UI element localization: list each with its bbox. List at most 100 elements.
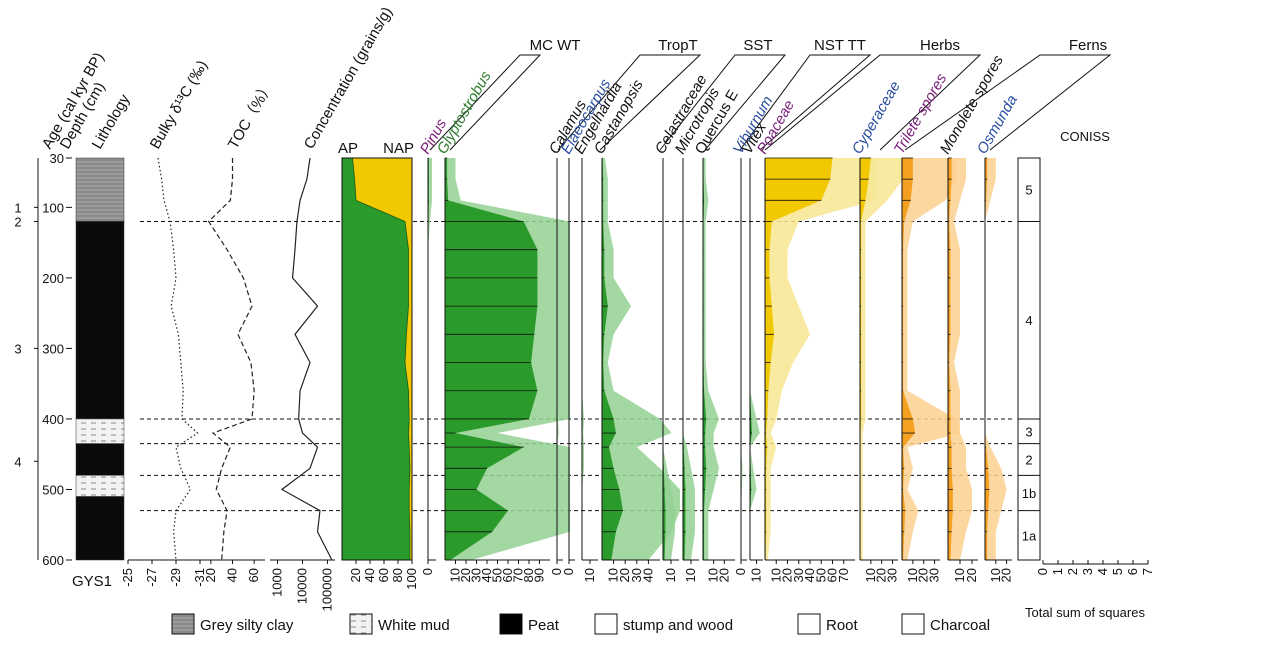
curve-title: Bulky δ¹³C (‰): [147, 58, 211, 152]
ap-label: AP: [338, 140, 358, 157]
depth-tick-label: 400: [42, 412, 64, 427]
ap-frame: [341, 157, 413, 561]
x-tick-label: 0: [1035, 568, 1050, 575]
x-tick-label: 40: [362, 568, 377, 582]
x-tick-label: 3: [1080, 568, 1095, 575]
lithology-layer: [75, 443, 125, 476]
group-label: SST: [743, 37, 772, 54]
x-tick-label: 7: [1140, 568, 1155, 575]
exaggeration-area: [948, 158, 972, 560]
depth-tick-label: 300: [42, 341, 64, 356]
x-tick-label: 20: [964, 568, 979, 582]
x-tick-label: 10: [582, 568, 597, 582]
zone-label: 4: [1025, 313, 1032, 328]
x-tick-label: 60: [246, 568, 261, 582]
depth-tick-label: 200: [42, 271, 64, 286]
x-tick-label: 30: [791, 568, 806, 582]
pollen-area: [602, 158, 623, 560]
x-tick-label: 20: [716, 568, 731, 582]
zone-label: 3: [1025, 424, 1032, 439]
group-label: NST TT: [814, 37, 866, 54]
x-tick-label: 10: [988, 568, 1003, 582]
x-tick-label: 20: [617, 568, 632, 582]
curve-title: TOC（%）: [225, 79, 277, 152]
curve: [157, 157, 199, 561]
legend-label: Grey silty clay: [200, 617, 294, 634]
x-tick-label: 10: [749, 568, 764, 582]
x-tick-label: 20: [999, 568, 1014, 582]
x-tick-label: 80: [390, 568, 405, 582]
lithology-layer: [75, 496, 125, 561]
pollen-area: [445, 158, 538, 560]
group-label: MC WT: [530, 37, 581, 54]
x-tick-label: 30: [885, 568, 900, 582]
coniss-title: CONISS: [1060, 129, 1110, 144]
legend-label: Peat: [528, 617, 560, 634]
x-tick-label: 80: [521, 568, 536, 582]
pollen-area: [765, 158, 833, 560]
x-tick-label: 30: [927, 568, 942, 582]
x-tick-label: 10: [606, 568, 621, 582]
legend-swatch: [171, 613, 195, 635]
zone-label: 2: [1025, 453, 1032, 468]
nap-label: NAP: [383, 140, 414, 157]
pollen-area: [902, 158, 916, 560]
x-tick-label: 60: [500, 568, 515, 582]
x-tick-label: 40: [640, 568, 655, 582]
x-tick-label: 30: [469, 568, 484, 582]
x-tick-label: 10: [863, 568, 878, 582]
x-tick-label: 50: [490, 568, 505, 582]
age-tick-label: 1: [14, 200, 21, 215]
x-tick-label: 20: [916, 568, 931, 582]
x-tick-label: 4: [1095, 568, 1110, 575]
age-tick-label: 2: [14, 214, 21, 229]
x-tick-label: -27: [144, 568, 159, 587]
x-tick-label: 0: [561, 568, 576, 575]
x-tick-label: -29: [168, 568, 183, 587]
coniss-axis-label: Total sum of squares: [1025, 605, 1145, 620]
legend-label: Charcoal: [930, 617, 990, 634]
x-tick-label: 20: [780, 568, 795, 582]
legend-label: stump and wood: [623, 617, 733, 634]
depth-tick-label: 30: [50, 151, 64, 166]
lithology-layer: [75, 418, 125, 444]
age-tick-label: 4: [14, 454, 21, 469]
x-tick-label: 0: [420, 568, 435, 575]
pollen-area: [750, 158, 752, 560]
zone-label: 1a: [1022, 528, 1037, 543]
x-tick-label: 20: [348, 568, 363, 582]
x-tick-label: 60: [376, 568, 391, 582]
x-tick-label: 1000: [270, 568, 285, 597]
zone-label: 1b: [1022, 486, 1036, 501]
x-tick-label: -31: [192, 568, 207, 587]
legend-swatch: [797, 613, 821, 635]
legend-swatch: [594, 613, 618, 635]
x-tick-label: 100: [404, 568, 419, 590]
pollen-area: [985, 158, 990, 560]
x-tick-label: 20: [203, 568, 218, 582]
x-tick-label: 6: [1125, 568, 1140, 575]
x-tick-label: 0: [733, 568, 748, 575]
exaggeration-area: [985, 158, 1007, 560]
legend-label: Root: [826, 617, 859, 634]
x-tick-label: 10: [663, 568, 678, 582]
x-tick-label: 90: [532, 568, 547, 582]
x-tick-label: 5: [1110, 568, 1125, 575]
exaggeration-area: [703, 158, 719, 560]
group-label: Ferns: [1069, 37, 1107, 54]
curve: [207, 158, 255, 561]
legend-swatch: [349, 613, 373, 635]
x-tick-label: 100000: [319, 568, 334, 611]
curve: [280, 157, 333, 561]
zone-label: 5: [1025, 183, 1032, 198]
exaggeration-area: [683, 158, 695, 560]
x-tick-label: 40: [225, 568, 240, 582]
legend-swatch: [901, 613, 925, 635]
x-tick-label: 20: [458, 568, 473, 582]
lithology-layer: [75, 157, 125, 222]
pollen-area: [683, 158, 686, 560]
pollen-area: [860, 158, 871, 560]
group-brackets: [429, 54, 1112, 151]
ap-area: [341, 157, 411, 561]
